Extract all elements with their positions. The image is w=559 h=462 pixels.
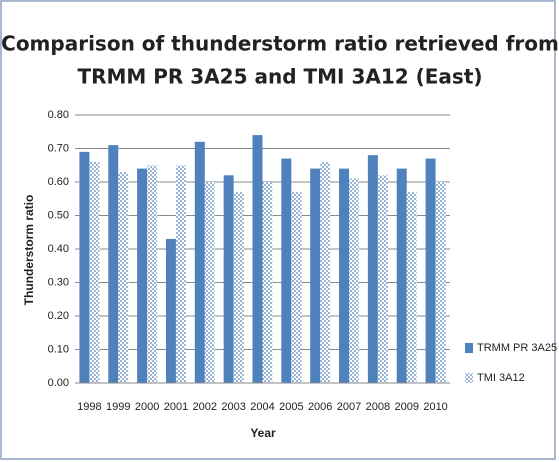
bar	[194, 141, 205, 383]
bar	[406, 192, 417, 383]
y-axis-title: Thunderstorm ratio	[22, 195, 36, 306]
bar	[147, 165, 158, 383]
x-tick-label: 2000	[135, 401, 159, 413]
y-tick-label: 0.50	[48, 209, 69, 221]
y-tick-label: 0.10	[48, 343, 69, 355]
legend-label: TRMM PR 3A25	[477, 342, 557, 354]
x-tick-label: 2004	[250, 401, 274, 413]
y-tick-label: 0.60	[48, 176, 69, 188]
legend-label: TMI 3A12	[477, 372, 525, 384]
bar	[165, 238, 176, 383]
legend-swatch	[465, 343, 473, 353]
bar	[291, 192, 302, 383]
y-tick-label: 0.40	[48, 243, 69, 255]
x-tick-label: 2003	[221, 401, 245, 413]
bar	[204, 182, 215, 383]
bar	[320, 161, 331, 383]
x-tick-label: 2009	[394, 401, 418, 413]
bar	[108, 145, 119, 383]
y-tick-label: 0.00	[48, 377, 69, 389]
x-tick-label: 2005	[279, 401, 303, 413]
x-axis-title: Year	[250, 426, 276, 440]
bar	[377, 175, 388, 383]
bar	[425, 158, 436, 383]
bar	[118, 171, 129, 383]
y-tick-label: 0.80	[48, 109, 69, 121]
bar	[310, 168, 321, 383]
bar	[367, 155, 378, 383]
bar	[339, 168, 350, 383]
chart-title: TRMM PR 3A25 and TMI 3A12 (East)	[77, 65, 482, 89]
x-tick-label: 2010	[423, 401, 447, 413]
bar	[223, 175, 234, 383]
x-tick-label: 2006	[308, 401, 332, 413]
bar	[233, 192, 244, 383]
x-tick-label: 2007	[337, 401, 361, 413]
bar	[262, 182, 273, 383]
legend-swatch	[465, 373, 473, 383]
x-tick-label: 2008	[366, 401, 390, 413]
bar	[349, 178, 360, 383]
bar	[89, 161, 100, 383]
bar	[281, 158, 292, 383]
x-tick-label: 1999	[106, 401, 130, 413]
y-tick-label: 0.30	[48, 276, 69, 288]
x-tick-label: 2001	[164, 401, 188, 413]
x-tick-label: 1998	[77, 401, 101, 413]
bar	[79, 151, 90, 383]
bar	[435, 182, 446, 383]
y-tick-label: 0.70	[48, 142, 69, 154]
x-tick-label: 2002	[193, 401, 217, 413]
chart-title: Comparison of thunderstorm ratio retriev…	[1, 32, 559, 56]
y-tick-label: 0.20	[48, 310, 69, 322]
bar	[396, 168, 407, 383]
bar	[175, 165, 186, 383]
bar	[252, 135, 263, 383]
bar	[137, 168, 148, 383]
